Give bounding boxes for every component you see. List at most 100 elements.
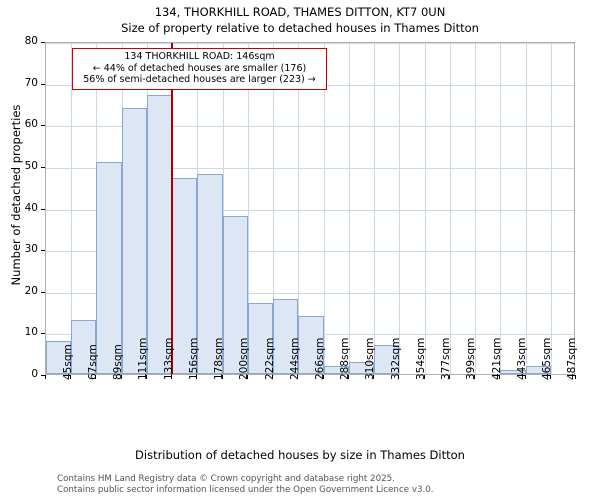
grid-line-vertical [424,43,426,374]
grid-line-horizontal [46,126,574,128]
bar [525,365,551,374]
y-axis-tick-label: 50 [24,159,38,172]
x-axis-tick-label: 133sqm [162,337,175,380]
bar [247,303,274,374]
y-axis-tick [41,375,45,376]
x-axis-tick [45,375,46,379]
grid-line-horizontal [46,43,574,44]
y-axis-tick [41,166,45,168]
y-axis-tick [41,291,45,293]
grid-line-vertical [525,43,527,374]
y-axis-tick-label: 40 [24,201,38,214]
x-axis-tick-label: 45sqm [61,344,74,380]
chart-title: 134, THORKHILL ROAD, THAMES DITTON, KT7 … [154,5,446,19]
grid-line-vertical [374,43,376,374]
x-axis-tick-label: 89sqm [112,344,125,380]
y-axis-tick-label: 20 [24,284,38,297]
x-axis-tick-label: 377sqm [440,337,453,380]
bar [197,174,223,374]
x-axis-tick [272,375,274,379]
y-axis-tick-label: 60 [24,118,38,131]
x-axis-tick-label: 288sqm [339,337,352,380]
x-axis-tick [246,375,248,379]
y-axis-tick [41,333,45,335]
grid-line-horizontal [46,167,574,169]
grid-line-vertical [222,43,224,374]
bar [46,340,72,374]
grid-line-vertical [298,43,300,374]
bar [172,178,198,374]
x-axis-tick [373,375,375,379]
grid-line-vertical [449,43,451,374]
x-axis-tick [70,375,72,379]
x-axis-tick-label: 487sqm [566,337,579,380]
x-axis-tick [221,375,223,379]
x-axis-tick [95,375,97,379]
x-axis-tick-label: 178sqm [213,337,226,380]
grid-line-vertical [348,43,350,374]
x-axis-tick-label: 354sqm [414,337,427,380]
grid-line-horizontal [46,292,574,294]
footer-line-1: Contains HM Land Registry data © Crown c… [57,474,395,484]
x-axis-tick-label: 465sqm [541,337,554,380]
bar [323,365,349,374]
y-axis-tick [41,42,45,43]
x-axis-tick-label: 111sqm [137,337,150,380]
y-axis-tick [41,125,45,127]
annotation-line-1: 134 THORKHILL ROAD: 146sqm [124,51,275,62]
bar [298,315,324,374]
bar [121,107,147,374]
bar [146,95,173,374]
y-axis-tick [41,208,45,210]
bar [500,369,526,374]
x-axis-tick [474,375,476,379]
x-axis-tick [196,375,198,379]
x-axis-tick-label: 310sqm [364,337,377,380]
x-axis-tick [347,375,349,379]
grid-line-vertical [71,43,73,374]
x-axis-tick [171,375,173,379]
y-axis-tick [41,83,45,85]
x-axis-tick [499,375,501,379]
property-size-marker [171,43,174,374]
grid-line-vertical [500,43,502,374]
bar [273,299,299,374]
x-axis-tick [398,375,400,379]
y-axis-tick-label: 10 [24,326,38,339]
y-axis-tick-label: 0 [31,368,38,380]
x-axis-tick-label: 200sqm [238,337,251,380]
x-axis-tick-label: 156sqm [187,337,200,380]
bar [71,319,97,374]
bar [348,361,375,374]
annotation-line-3: 56% of semi-detached houses are larger (… [83,74,316,85]
y-axis-tick-label: 70 [24,76,38,89]
grid-line-vertical [323,43,325,374]
annotation-box: 134 THORKHILL ROAD: 146sqm ← 44% of deta… [72,48,327,90]
bar [374,344,400,374]
x-axis-title: Distribution of detached houses by size … [135,448,465,462]
chart-subtitle: Size of property relative to detached ho… [121,21,479,35]
x-axis-tick [120,375,122,379]
grid-line-horizontal [46,251,574,253]
x-axis-tick [145,375,147,379]
x-axis-tick-label: 421sqm [490,337,503,380]
annotation-line-2: ← 44% of detached houses are smaller (17… [92,62,307,74]
grid-line-vertical [247,43,249,374]
footer-line-2: Contains public sector information licen… [57,485,434,495]
y-axis-tick-label: 30 [24,243,38,256]
y-axis-tick-label: 80 [24,35,38,47]
grid-line-horizontal [46,209,574,211]
x-axis-tick-label: 399sqm [465,337,478,380]
grid-line-vertical [399,43,401,374]
grid-line-vertical [550,43,552,374]
bar [222,215,248,374]
x-axis-tick-label: 244sqm [288,337,301,380]
x-axis-tick-label: 332sqm [389,337,402,380]
grid-line-vertical [273,43,275,374]
y-axis-tick [41,250,45,252]
x-axis-tick-label: 443sqm [515,337,528,380]
x-axis-tick-label: 222sqm [263,337,276,380]
x-axis-tick [423,375,425,379]
x-axis-tick [322,375,324,379]
